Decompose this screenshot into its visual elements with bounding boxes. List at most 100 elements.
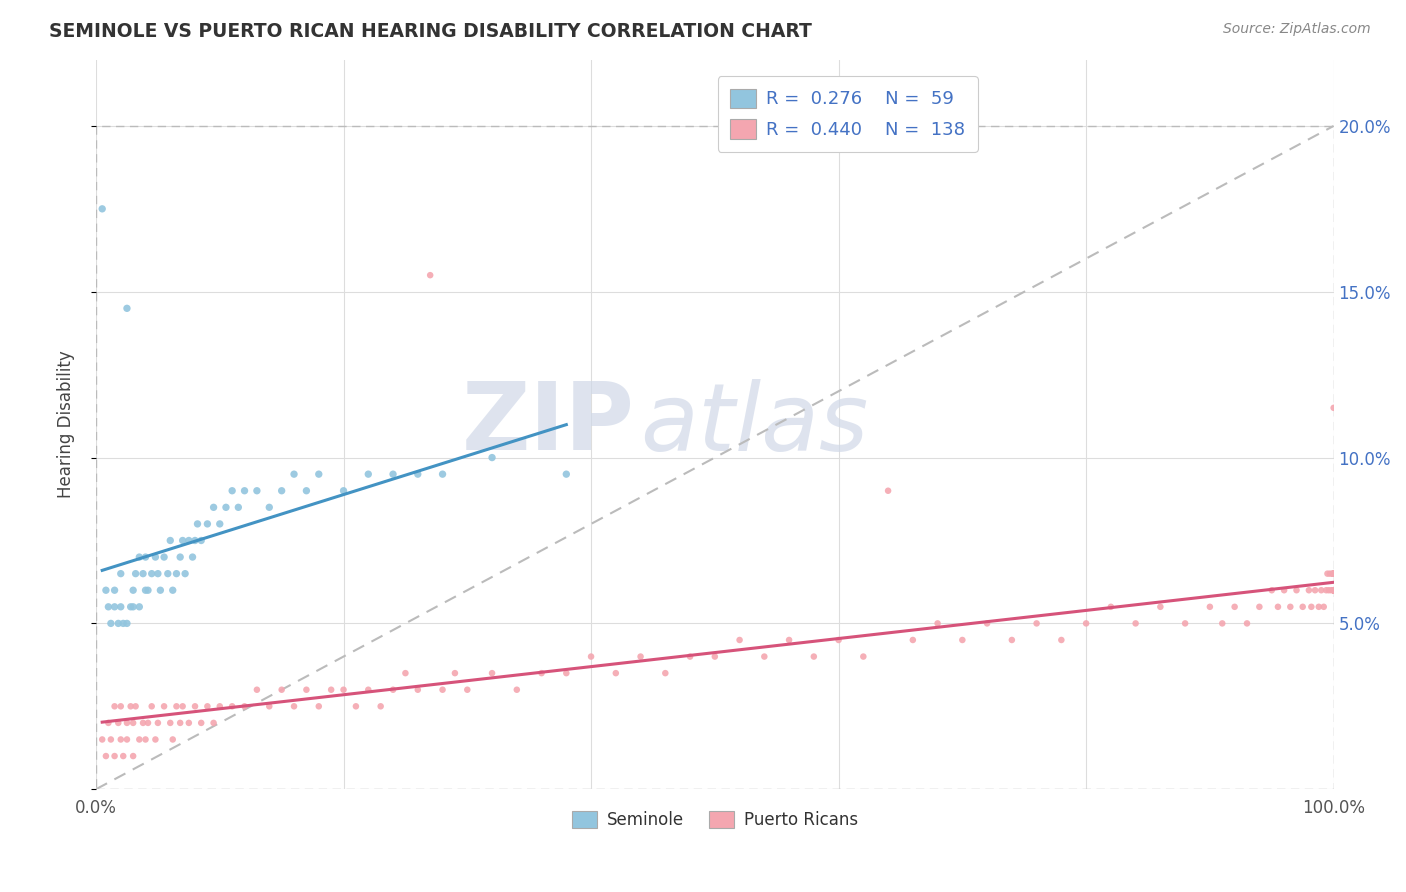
Point (1074, 616, 1097, 631)
Point (134, 732, 156, 747)
Point (172, 533, 194, 548)
Point (122, 599, 145, 614)
Point (506, 682, 529, 697)
Point (181, 550, 204, 565)
Point (394, 666, 416, 681)
Point (456, 682, 478, 697)
Point (208, 699, 231, 714)
Point (1323, 583, 1346, 598)
Point (1323, 583, 1346, 598)
Point (208, 516, 231, 531)
Point (1323, 566, 1346, 581)
Point (1301, 599, 1323, 614)
Point (97, 599, 120, 614)
Point (1001, 632, 1024, 647)
Point (432, 682, 454, 697)
Point (1323, 401, 1346, 415)
Point (110, 566, 132, 581)
Point (1292, 599, 1315, 614)
Point (1099, 599, 1122, 614)
Point (233, 483, 256, 498)
Point (555, 467, 578, 482)
Point (259, 500, 281, 515)
Point (1323, 583, 1346, 598)
Point (153, 699, 176, 714)
Point (1223, 599, 1246, 614)
Point (877, 483, 900, 498)
Point (530, 666, 553, 681)
Point (1323, 566, 1346, 581)
Point (654, 666, 676, 681)
Point (1174, 616, 1197, 631)
Point (162, 732, 184, 747)
Point (1199, 599, 1222, 614)
Point (153, 550, 176, 565)
Point (1323, 583, 1346, 598)
Point (228, 500, 250, 515)
Point (1272, 583, 1295, 598)
Point (141, 566, 163, 581)
Point (827, 632, 849, 647)
Point (803, 649, 825, 664)
Point (1323, 566, 1346, 581)
Point (1211, 616, 1233, 631)
Point (190, 533, 212, 548)
Point (1323, 566, 1346, 581)
Point (169, 550, 191, 565)
Point (1323, 566, 1346, 581)
Point (1323, 583, 1346, 598)
Point (128, 732, 150, 747)
Point (308, 467, 330, 482)
Point (605, 666, 627, 681)
Point (1323, 566, 1346, 581)
Text: Source: ZipAtlas.com: Source: ZipAtlas.com (1223, 22, 1371, 37)
Point (184, 533, 207, 548)
Point (270, 682, 292, 697)
Point (122, 749, 145, 764)
Point (1323, 566, 1346, 581)
Point (270, 483, 292, 498)
Point (107, 616, 129, 631)
Point (120, 699, 142, 714)
Point (215, 500, 238, 515)
Point (1323, 583, 1346, 598)
Point (103, 699, 125, 714)
Point (120, 599, 142, 614)
Point (259, 699, 281, 714)
Point (630, 649, 652, 664)
Point (162, 583, 184, 598)
Point (1315, 583, 1337, 598)
Point (122, 583, 145, 598)
Point (1261, 583, 1284, 598)
Point (1125, 616, 1147, 631)
Point (115, 616, 138, 631)
Text: SEMINOLE VS PUERTO RICAN HEARING DISABILITY CORRELATION CHART: SEMINOLE VS PUERTO RICAN HEARING DISABIL… (49, 22, 813, 41)
Point (481, 450, 503, 465)
Point (283, 699, 305, 714)
Point (166, 699, 188, 714)
Point (728, 632, 751, 647)
Point (1323, 583, 1346, 598)
Point (1323, 566, 1346, 581)
Point (1323, 583, 1346, 598)
Point (1323, 583, 1346, 598)
Point (1323, 566, 1346, 581)
Point (927, 616, 949, 631)
Point (1323, 566, 1346, 581)
Point (122, 715, 145, 730)
Point (112, 616, 135, 631)
Point (197, 516, 219, 531)
Point (107, 715, 129, 730)
Point (110, 732, 132, 747)
Point (233, 699, 256, 714)
Point (1323, 566, 1346, 581)
Point (332, 483, 354, 498)
Point (1050, 632, 1073, 647)
Point (177, 715, 200, 730)
Point (184, 699, 207, 714)
Point (1322, 566, 1344, 581)
Point (1303, 583, 1326, 598)
Point (1323, 566, 1346, 581)
Point (221, 699, 243, 714)
Point (246, 483, 269, 498)
